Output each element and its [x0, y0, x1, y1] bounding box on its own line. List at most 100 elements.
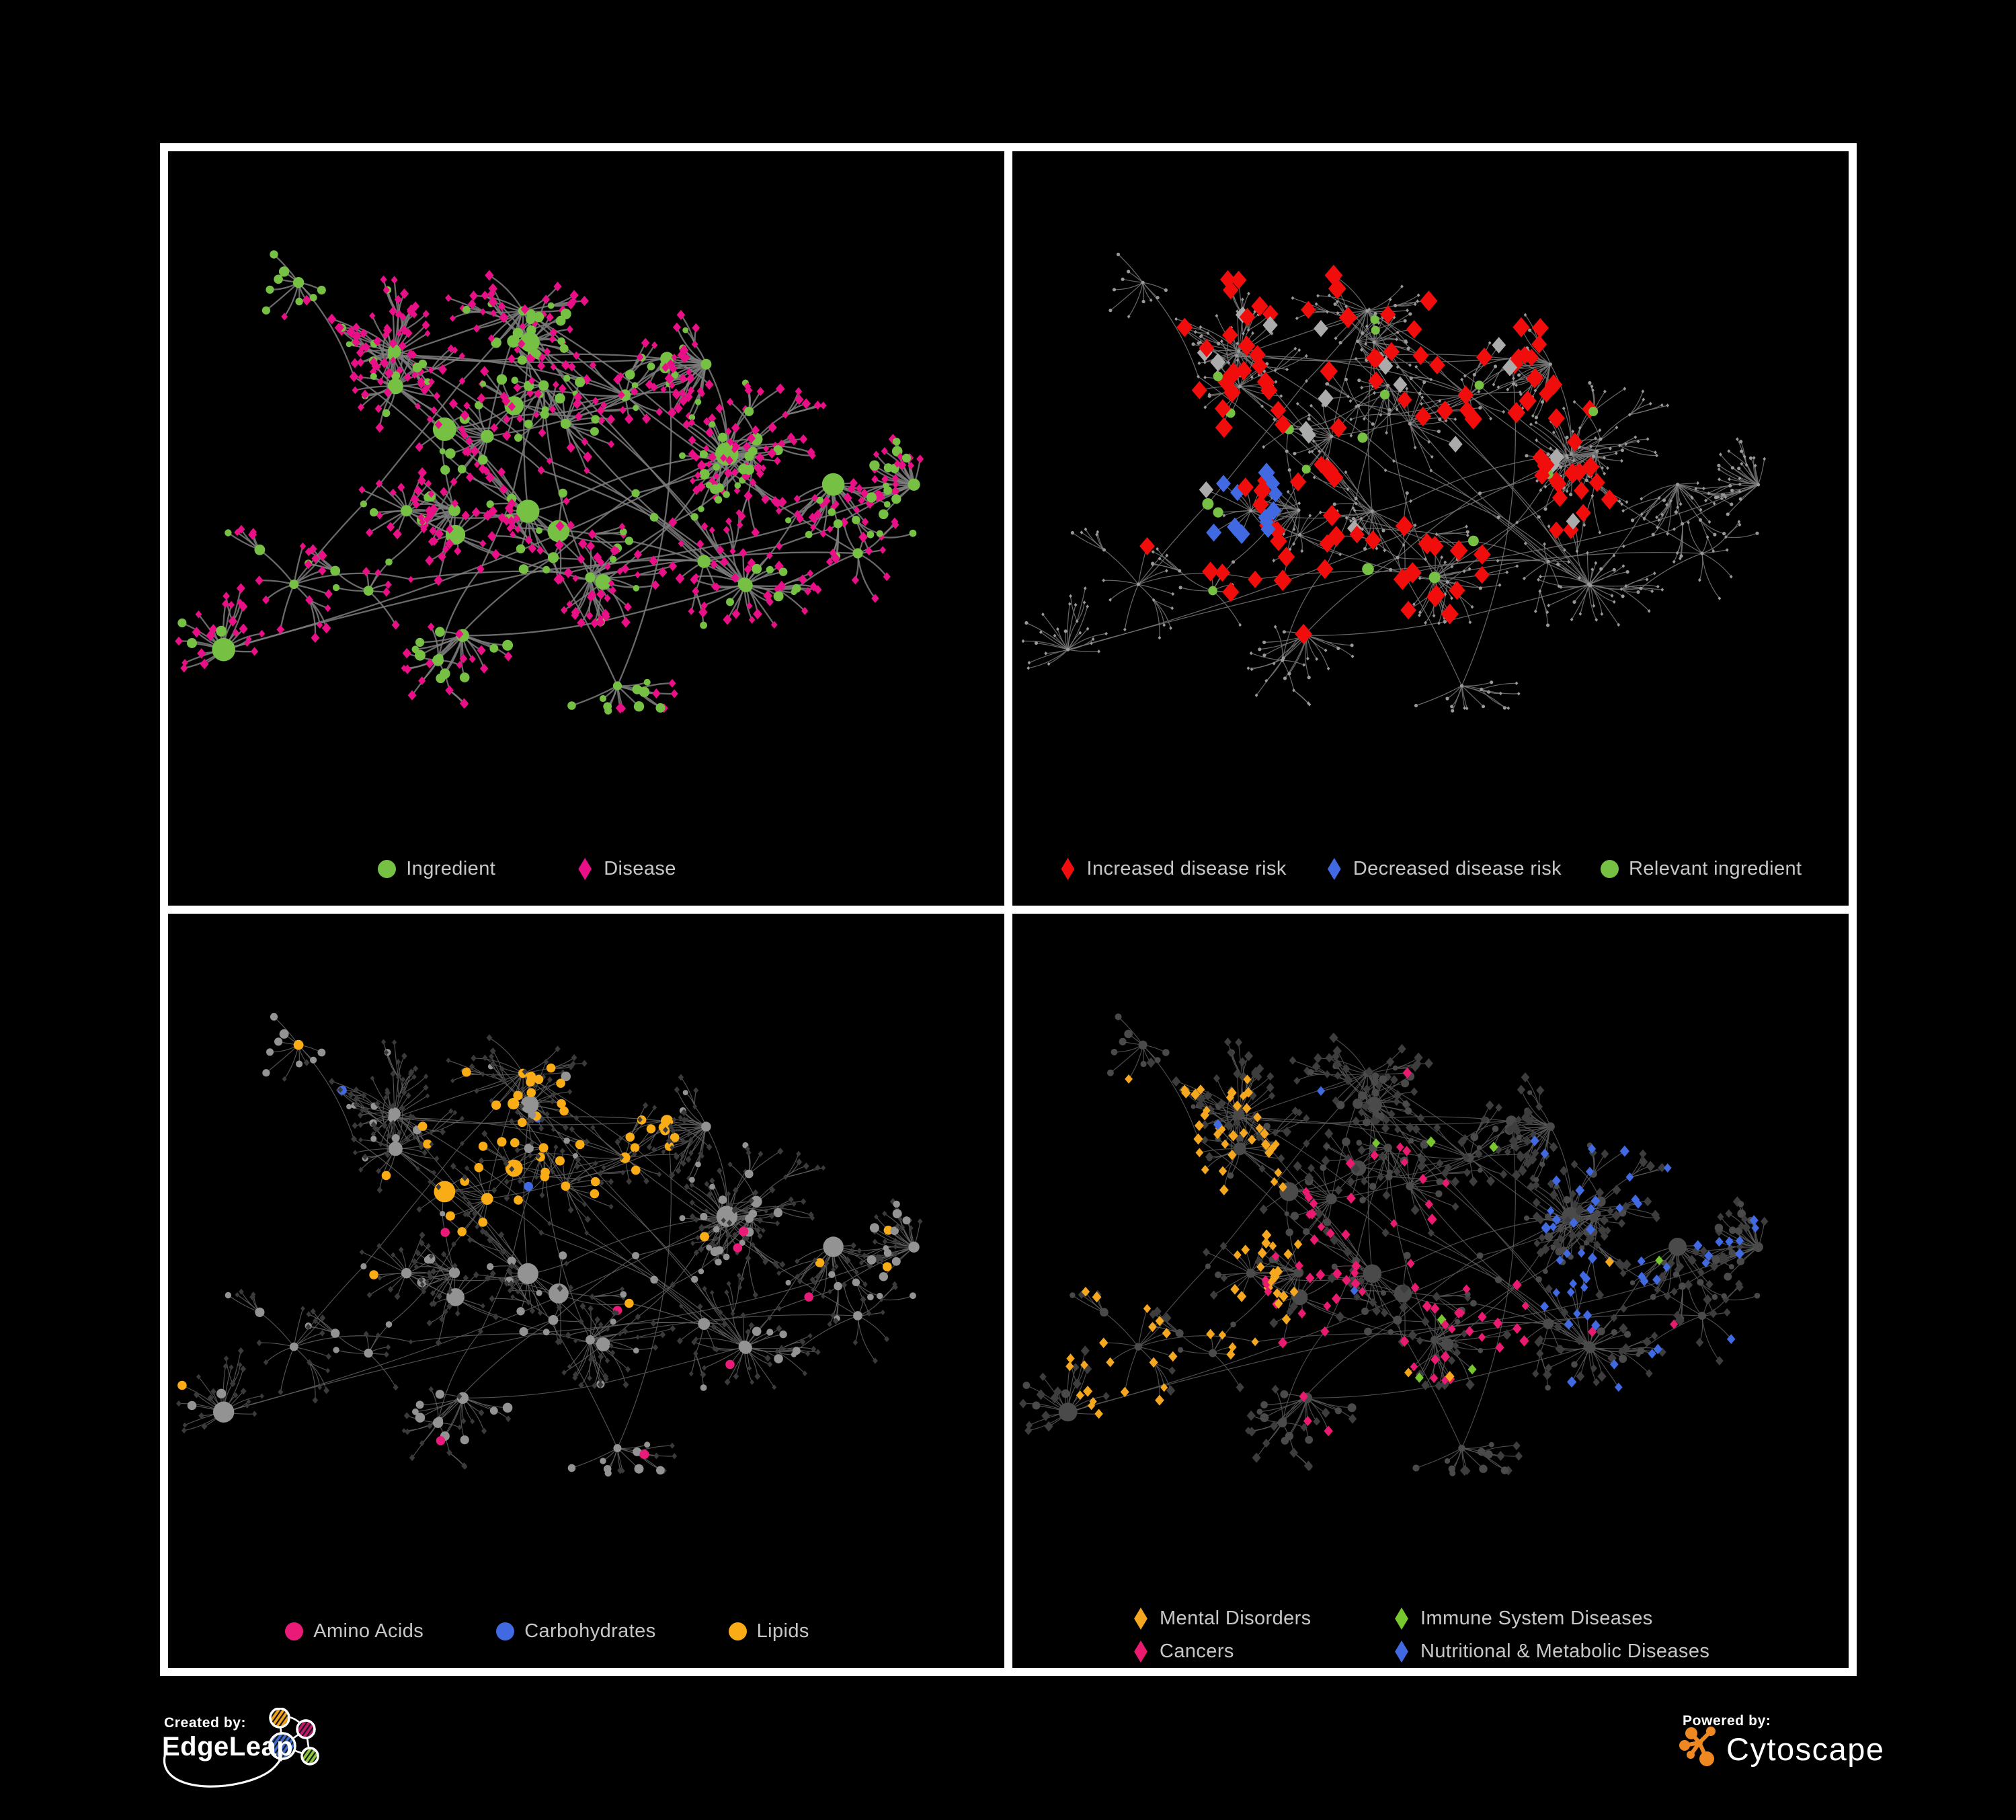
- network-element: [1437, 621, 1441, 625]
- network-element: [1468, 620, 1472, 625]
- network-element: [1331, 1073, 1368, 1199]
- network-element: [445, 539, 454, 549]
- network-node: [538, 380, 549, 391]
- network-element: [236, 583, 245, 594]
- network-node: [1371, 422, 1375, 426]
- network-element: [362, 1153, 368, 1160]
- network-element: [1262, 305, 1279, 323]
- network-node: [739, 1239, 745, 1246]
- network-node: [1481, 705, 1486, 709]
- network-node: [1237, 349, 1241, 353]
- network-element: [359, 1249, 364, 1255]
- network-element: [480, 1303, 485, 1309]
- network-element: [1719, 452, 1722, 457]
- network-element: [586, 1232, 704, 1324]
- network-element: [1409, 499, 1412, 504]
- network-node: [1537, 515, 1541, 519]
- network-element: [440, 1128, 446, 1136]
- network-element: [599, 1180, 604, 1186]
- network-element: [1712, 502, 1716, 506]
- network-node: [1639, 586, 1643, 590]
- network-element: [604, 594, 611, 602]
- network-element: [1392, 459, 1396, 463]
- network-element: [390, 1070, 396, 1078]
- network-element: [420, 524, 428, 534]
- network-element: [819, 401, 827, 409]
- network-element: [778, 1345, 785, 1352]
- network-node: [517, 1263, 538, 1284]
- network-element: [1368, 371, 1384, 390]
- network-element: [680, 1152, 685, 1159]
- network-element: [736, 1272, 741, 1278]
- network-element: [1477, 389, 1481, 394]
- network-node: [388, 1142, 403, 1156]
- network-node: [689, 1177, 695, 1183]
- network-element: [617, 1466, 624, 1474]
- network-node: [1546, 559, 1550, 563]
- network-element: [402, 647, 411, 659]
- network-element: [452, 1109, 457, 1115]
- network-element: [737, 1284, 743, 1290]
- network-element: [1241, 297, 1244, 302]
- legend-label: Ingredient: [406, 858, 496, 879]
- network-element: [1349, 418, 1353, 422]
- network-element: [1701, 553, 1732, 578]
- network-node: [1178, 586, 1182, 590]
- network-element: [605, 1326, 610, 1332]
- network-element: [624, 602, 632, 612]
- network-element: [471, 507, 481, 518]
- network-node: [620, 1291, 627, 1298]
- network-element: [1236, 1117, 1469, 1158]
- network-node: [892, 438, 901, 446]
- network-node: [1662, 498, 1666, 502]
- network-element: [321, 623, 331, 634]
- network-element: [425, 658, 434, 669]
- network-element: [352, 1150, 358, 1156]
- network-element: [385, 580, 392, 589]
- network-node: [292, 277, 305, 288]
- network-element: [1230, 270, 1247, 290]
- network-element: [704, 1288, 721, 1313]
- network-element: [621, 617, 631, 628]
- network-element: [366, 528, 374, 537]
- network-element: [593, 552, 602, 563]
- network-node: [909, 529, 917, 537]
- network-element: [1532, 448, 1549, 467]
- network-element: [732, 1205, 739, 1213]
- network-element: [1285, 367, 1289, 372]
- network-element: [538, 353, 546, 362]
- network-element: [1601, 489, 1618, 510]
- network-element: [778, 496, 787, 508]
- network-element: [1306, 311, 1368, 382]
- network-element: [478, 1157, 485, 1164]
- network-node: [1730, 466, 1734, 470]
- network-element: [1036, 642, 1068, 650]
- network-element: [1737, 520, 1741, 524]
- network-node: [656, 1466, 665, 1475]
- network-element: [425, 555, 434, 566]
- network-element: [1719, 479, 1759, 486]
- network-element: [1174, 317, 1178, 321]
- network-element: [681, 1116, 688, 1124]
- network-element: [1699, 553, 1703, 580]
- network-element: [673, 1152, 678, 1158]
- network-node: [750, 1195, 762, 1208]
- network-element: [624, 413, 634, 424]
- network-element: [764, 1354, 771, 1362]
- network-node: [524, 1181, 533, 1191]
- network-element: [405, 1092, 411, 1099]
- network-element: [547, 1076, 553, 1083]
- network-node: [526, 1077, 535, 1087]
- network-node: [1330, 434, 1334, 438]
- network-node: [432, 417, 456, 441]
- network-element: [1028, 649, 1069, 669]
- network-element: [755, 1227, 761, 1234]
- network-element: [1448, 436, 1463, 453]
- network-element: [733, 1373, 739, 1380]
- network-node: [1480, 687, 1484, 691]
- network-element: [1349, 525, 1365, 544]
- network-element: [809, 1215, 815, 1221]
- network-node: [866, 1255, 877, 1265]
- network-element: [1047, 662, 1051, 666]
- network-element: [767, 448, 776, 459]
